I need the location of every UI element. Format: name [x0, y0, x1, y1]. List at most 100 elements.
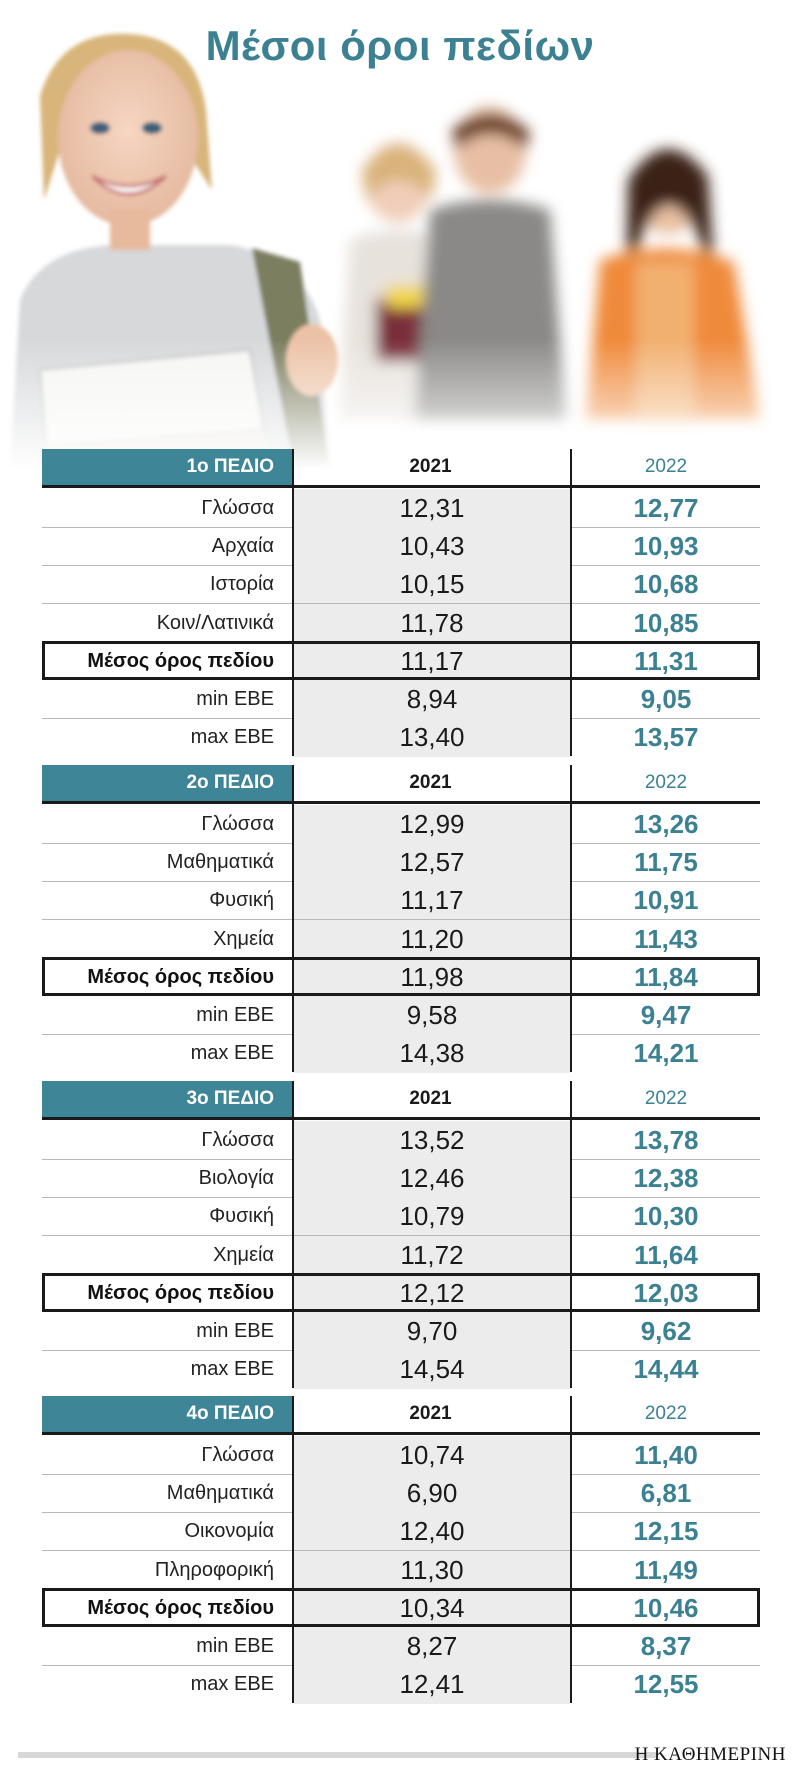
- row-label: min ΕΒΕ: [196, 688, 274, 710]
- value-2021: 11,17: [294, 881, 570, 921]
- value-2021: 12,46: [294, 1159, 570, 1199]
- field-average-row: Μέσος όρος πεδίου 12,12 12,03: [42, 1272, 760, 1313]
- column-header-2021: 2021: [409, 456, 452, 477]
- field-title: 4ο ΠΕΔΙΟ: [42, 1396, 292, 1432]
- value-2022: 14,21: [633, 1038, 699, 1069]
- row-label: Γλώσσα: [201, 497, 274, 519]
- value-2022: 12,15: [633, 1516, 699, 1547]
- value-2022: 10,91: [633, 885, 699, 916]
- column-divider: [570, 449, 572, 757]
- value-2021: 10,74: [294, 1436, 570, 1475]
- table-header: 1ο ΠΕΔΙΟ 2021 2022: [42, 449, 760, 488]
- column-header-2021: 2021: [409, 772, 452, 793]
- value-2021: 10,34: [294, 1588, 570, 1628]
- value-2022: 11,43: [634, 923, 698, 954]
- students-photo: [0, 0, 800, 470]
- row-label: max ΕΒΕ: [190, 1673, 274, 1696]
- table-row: max ΕΒΕ 13,40 13,57: [42, 718, 760, 758]
- column-header-2022: 2022: [644, 772, 688, 793]
- column-divider: [570, 765, 572, 1073]
- column-header-2022: 2022: [644, 1403, 688, 1424]
- field-average-row: Μέσος όρος πεδίου 11,17 11,31: [42, 640, 760, 681]
- header-rule: [42, 1432, 760, 1435]
- table-row: Ιστορία 10,15 10,68: [42, 565, 760, 605]
- field-title: 1ο ΠΕΔΙΟ: [42, 449, 292, 485]
- row-label: Γλώσσα: [201, 1129, 274, 1151]
- value-2021: 11,78: [294, 603, 570, 643]
- table-row: Χημεία 11,72 11,64: [42, 1235, 760, 1275]
- row-label: min ΕΒΕ: [196, 1004, 274, 1026]
- table-row: max ΕΒΕ 14,38 14,21: [42, 1034, 760, 1074]
- value-2021: 14,54: [294, 1350, 570, 1390]
- table-row: max ΕΒΕ 12,41 12,55: [42, 1665, 760, 1705]
- value-2022: 11,84: [634, 961, 698, 992]
- value-2022: 11,64: [634, 1239, 698, 1270]
- table-row: Αρχαία 10,43 10,93: [42, 527, 760, 567]
- table-header: 2ο ΠΕΔΙΟ 2021 2022: [42, 765, 760, 804]
- value-2022: 11,75: [634, 847, 698, 878]
- field-title: 2ο ΠΕΔΙΟ: [42, 765, 292, 801]
- table-row: min ΕΒΕ 8,27 8,37: [42, 1627, 760, 1666]
- value-2021: 12,40: [294, 1512, 570, 1552]
- table-row: min ΕΒΕ 9,70 9,62: [42, 1312, 760, 1351]
- table-row: Οικονομία 12,40 12,15: [42, 1512, 760, 1552]
- row-label: Φυσική: [209, 889, 274, 912]
- table-section: 3ο ΠΕΔΙΟ 2021 2022 Γλώσσα 13,52 13,78 Βιολογία…: [42, 1081, 760, 1390]
- value-2021: 10,15: [294, 565, 570, 605]
- value-2022: 12,55: [633, 1669, 699, 1700]
- row-label: Μαθηματικά: [166, 851, 274, 874]
- value-2021: 11,98: [294, 957, 570, 997]
- value-2022: 12,77: [633, 493, 699, 523]
- row-label: Ιστορία: [209, 573, 274, 596]
- table-row: Βιολογία 12,46 12,38: [42, 1159, 760, 1199]
- value-2021: 9,70: [294, 1312, 570, 1351]
- value-2022: 8,37: [640, 1631, 692, 1661]
- value-2022: 14,44: [633, 1354, 699, 1385]
- value-2021: 12,99: [294, 805, 570, 844]
- table-row: Φυσική 11,17 10,91: [42, 881, 760, 921]
- row-label: Χημεία: [213, 927, 274, 950]
- table-row: Χημεία 11,20 11,43: [42, 919, 760, 959]
- row-label: min ΕΒΕ: [196, 1320, 274, 1342]
- value-2021: 8,94: [294, 680, 570, 719]
- table-section: 4ο ΠΕΔΙΟ 2021 2022 Γλώσσα 10,74 11,40 Μαθηματι…: [42, 1396, 760, 1705]
- value-2022: 11,49: [634, 1554, 698, 1585]
- table-row: Κοιν/Λατινικά 11,78 10,85: [42, 603, 760, 643]
- row-label: Μέσος όρος πεδίου: [87, 1281, 274, 1304]
- value-2022: 10,68: [633, 569, 699, 600]
- row-label: Μαθηματικά: [166, 1482, 274, 1505]
- row-label: Γλώσσα: [201, 1444, 274, 1466]
- table-row: Πληροφορική 11,30 11,49: [42, 1550, 760, 1590]
- row-label: Κοιν/Λατινικά: [156, 611, 274, 634]
- value-2021: 12,12: [294, 1273, 570, 1313]
- value-2021: 11,20: [294, 919, 570, 959]
- value-2021: 9,58: [294, 996, 570, 1035]
- row-label: Πληροφορική: [154, 1558, 274, 1581]
- value-2022: 11,40: [634, 1440, 698, 1470]
- column-header-2022: 2022: [644, 456, 688, 477]
- field-average-row: Μέσος όρος πεδίου 11,98 11,84: [42, 956, 760, 997]
- header-rule: [42, 485, 760, 488]
- table-row: Μαθηματικά 6,90 6,81: [42, 1474, 760, 1514]
- value-2022: 12,03: [633, 1277, 699, 1308]
- row-label: Οικονομία: [184, 1520, 274, 1543]
- value-2022: 9,62: [640, 1316, 692, 1346]
- value-2021: 10,79: [294, 1197, 570, 1237]
- table-row: Γλώσσα 13,52 13,78: [42, 1121, 760, 1160]
- field-average-row: Μέσος όρος πεδίου 10,34 10,46: [42, 1587, 760, 1628]
- value-2022: 9,05: [640, 684, 692, 714]
- value-2021: 13,40: [294, 718, 570, 758]
- column-header-2022: 2022: [644, 1088, 688, 1109]
- table-row: max ΕΒΕ 14,54 14,44: [42, 1350, 760, 1390]
- value-2022: 10,46: [633, 1592, 699, 1623]
- value-2022: 10,30: [633, 1201, 699, 1232]
- column-divider: [292, 449, 294, 757]
- page-title: Μέσοι όροι πεδίων: [205, 22, 595, 69]
- value-2022: 6,81: [640, 1478, 692, 1509]
- value-2021: 13,52: [294, 1121, 570, 1160]
- row-label: Χημεία: [213, 1243, 274, 1266]
- column-header-2021: 2021: [409, 1403, 452, 1424]
- row-label: Μέσος όρος πεδίου: [87, 649, 274, 672]
- table-section: 1ο ΠΕΔΙΟ 2021 2022 Γλώσσα 12,31 12,77 Αρχαία 10…: [42, 449, 760, 758]
